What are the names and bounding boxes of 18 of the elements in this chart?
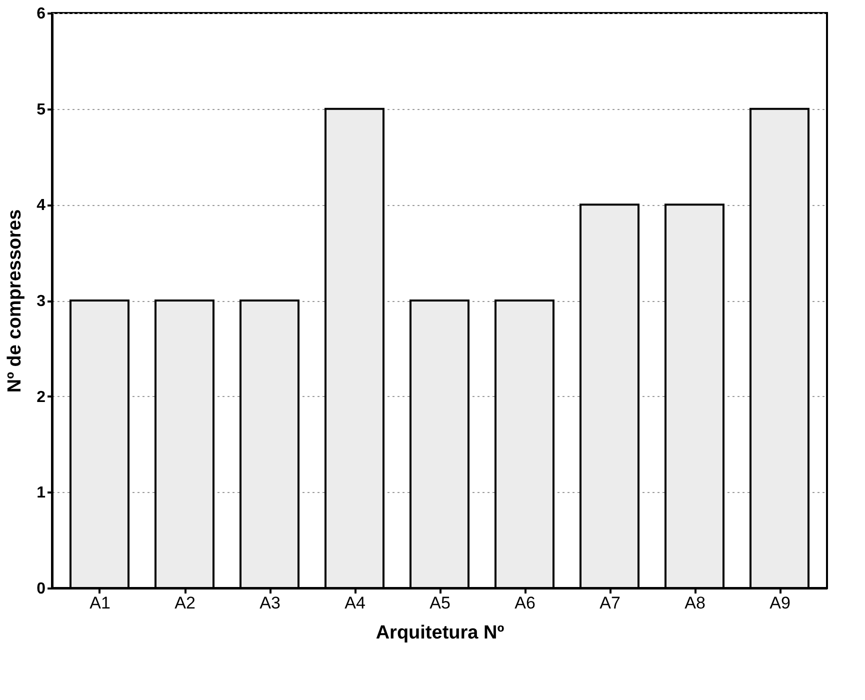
x-tick-label: A2 xyxy=(174,594,196,612)
y-tick-label: 0 xyxy=(36,580,46,598)
y-tick-label: 4 xyxy=(36,197,46,214)
x-tick-label: A7 xyxy=(600,594,620,612)
y-tick-label: 2 xyxy=(36,388,46,406)
y-tick-label: 5 xyxy=(36,101,46,118)
x-tick-label: A6 xyxy=(514,594,536,612)
y-tick-label: 3 xyxy=(36,293,46,310)
x-tick-label: A5 xyxy=(430,594,450,612)
y-tick-label: 6 xyxy=(36,6,46,22)
x-tick-label: A3 xyxy=(260,594,280,612)
y-tick-label: 1 xyxy=(36,484,46,502)
x-tick-label: A1 xyxy=(90,594,110,612)
x-axis-title: Arquitetura Nº xyxy=(376,622,504,644)
y-axis-title: Nº de compressores xyxy=(4,209,26,393)
x-tick-label: A9 xyxy=(770,594,790,612)
x-tick-label: A4 xyxy=(344,594,366,612)
x-tick-label: A8 xyxy=(684,594,706,612)
